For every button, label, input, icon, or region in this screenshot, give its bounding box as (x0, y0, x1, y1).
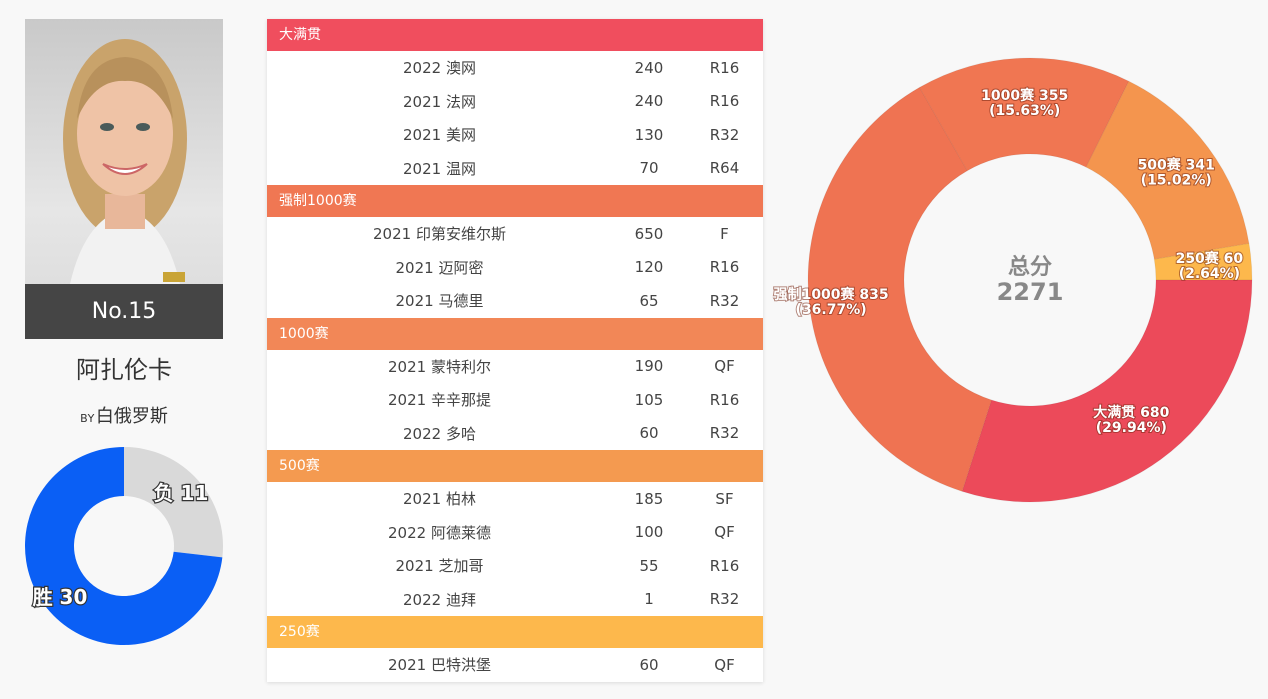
points-cell: 105 (634, 390, 664, 409)
event-cell: 2021 马德里 (395, 292, 484, 311)
event-cell: 2021 美网 (403, 126, 476, 145)
player-portrait-icon (63, 39, 187, 284)
result-cell: R32 (709, 291, 740, 310)
points-cell: 1 (644, 590, 654, 609)
result-cell: F (720, 224, 729, 243)
slice-label: 250赛 60 (1176, 250, 1244, 267)
player-name: 阿扎伦卡 (76, 356, 172, 384)
event-cell: 2022 多哈 (403, 424, 476, 443)
points-cell: 240 (634, 92, 664, 111)
table-row: 2021 印第安维尔斯 650 F (267, 217, 763, 251)
slice-percent: (36.77%) (796, 302, 867, 318)
result-cell: R16 (709, 58, 740, 77)
event-cell: 2021 蒙特利尔 (388, 357, 491, 376)
table-row: 2022 迪拜 1 R32 (267, 583, 763, 617)
event-cell: 2022 迪拜 (403, 590, 476, 609)
table-row: 2022 阿德莱德 100 QF (267, 516, 763, 550)
slice-label: 500赛 341 (1138, 157, 1215, 174)
points-cell: 240 (634, 58, 664, 77)
result-cell: R32 (709, 424, 740, 443)
event-cell: 2022 澳网 (403, 59, 476, 78)
result-cell: R16 (709, 556, 740, 575)
points-cell: 100 (634, 523, 664, 542)
points-table: 大满贯 2022 澳网 240 R16 2021 法网 240 R16 2021 美网 130 R… (267, 19, 763, 682)
result-cell: R16 (709, 258, 740, 277)
points-donut-chart: 250赛 60(2.64%) 大满贯 680(29.94%) 强制1000赛 835… (773, 57, 1253, 503)
total-title: 总分 (1008, 254, 1052, 280)
table-row: 2021 辛辛那提 105 R16 (267, 383, 763, 417)
player-photo: No.15 (25, 19, 223, 339)
table-row: 2021 马德里 65 R32 (267, 284, 763, 318)
section-header: 500赛 (267, 450, 763, 482)
points-cell: 130 (634, 125, 664, 144)
result-cell: QF (714, 357, 735, 376)
table-row: 2021 蒙特利尔 190 QF (267, 350, 763, 384)
points-cell: 60 (639, 655, 659, 674)
table-row: 2021 美网 130 R32 (267, 118, 763, 152)
points-cell: 55 (639, 556, 659, 575)
table-row: 2021 巴特洪堡 60 QF (267, 648, 763, 682)
result-cell: R16 (709, 92, 740, 111)
table-row: 2022 多哈 60 R32 (267, 417, 763, 451)
table-row: 2021 法网 240 R16 (267, 85, 763, 119)
section-header: 大满贯 (267, 19, 763, 51)
result-cell: R32 (709, 125, 740, 144)
result-cell: R16 (709, 390, 740, 409)
slice-1 (961, 279, 1253, 503)
player-country: BY白俄罗斯 (25, 402, 223, 428)
slice-label: 1000赛 355 (981, 87, 1068, 104)
table-row: 2021 迈阿密 120 R16 (267, 251, 763, 285)
event-cell: 2021 印第安维尔斯 (373, 225, 506, 244)
section-header: 250赛 (267, 616, 763, 648)
win-loss-donut-chart: 胜 30 负 11 (25, 447, 224, 645)
slice-2 (807, 86, 993, 493)
points-cell: 120 (634, 258, 664, 277)
result-cell: SF (715, 489, 734, 508)
rank-label: No.15 (25, 284, 223, 339)
country-name: 白俄罗斯 (95, 406, 168, 427)
table-row: 2022 澳网 240 R16 (267, 51, 763, 85)
slice-label: 强制1000赛 835 (774, 286, 889, 303)
slice-percent: (29.94%) (1096, 420, 1167, 436)
event-cell: 2022 阿德莱德 (388, 523, 491, 542)
event-cell: 2021 辛辛那提 (388, 391, 491, 410)
slice-3 (918, 57, 1130, 172)
points-cell: 185 (634, 489, 664, 508)
event-cell: 2021 法网 (403, 92, 476, 111)
slice-percent: (2.64%) (1179, 266, 1240, 282)
event-cell: 2021 巴特洪堡 (388, 656, 491, 675)
event-cell: 2021 温网 (403, 159, 476, 178)
loss-label: 负 11 (154, 481, 209, 505)
section-header: 1000赛 (267, 317, 763, 350)
win-slice (25, 447, 223, 645)
points-cell: 60 (639, 424, 659, 443)
result-cell: R32 (709, 590, 740, 609)
table-row: 2021 温网 70 R64 (267, 152, 763, 186)
points-cell: 70 (639, 159, 659, 178)
section-header: 强制1000赛 (267, 185, 763, 217)
win-label: 胜 30 (33, 585, 88, 609)
result-cell: QF (714, 655, 735, 674)
slice-percent: (15.02%) (1141, 173, 1212, 189)
total-value: 2271 (997, 278, 1064, 306)
country-code: BY (80, 412, 95, 425)
event-cell: 2021 柏林 (403, 490, 476, 509)
event-cell: 2021 迈阿密 (395, 258, 484, 277)
slice-4 (1085, 80, 1250, 260)
points-cell: 65 (639, 291, 659, 310)
table-row: 2021 柏林 185 SF (267, 482, 763, 516)
points-cell: 190 (634, 357, 664, 376)
result-cell: R64 (709, 159, 740, 178)
points-cell: 650 (634, 224, 664, 243)
event-cell: 2021 芝加哥 (395, 557, 484, 576)
loss-slice (124, 447, 224, 558)
result-cell: QF (714, 523, 735, 542)
slice-percent: (15.63%) (989, 103, 1060, 119)
slice-label: 大满贯 680 (1093, 404, 1169, 421)
table-row: 2021 芝加哥 55 R16 (267, 549, 763, 583)
